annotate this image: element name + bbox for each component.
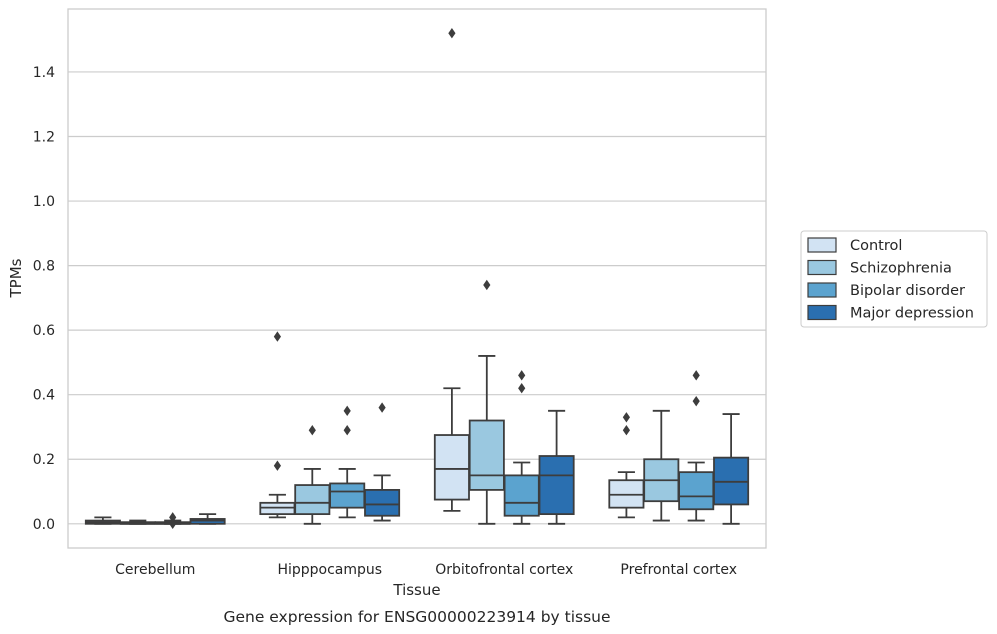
- legend-swatch: [807, 282, 837, 298]
- box: [503, 370, 540, 525]
- x-tick-label: Hipppocampus: [277, 562, 382, 578]
- figure-caption: Gene expression for ENSG00000223914 by t…: [223, 608, 610, 626]
- x-tick-labels: Cerebellum Hipppocampus Orbitofrontal cort…: [115, 562, 737, 578]
- legend: Control Schizophrenia Bipolar disorder Majo…: [800, 230, 988, 328]
- outlier-point: [169, 512, 177, 523]
- outlier-point: [622, 412, 630, 423]
- y-tick-labels: 0.0 0.2 0.4 0.6 0.8 1.0 1.2 1.4: [33, 65, 55, 533]
- box-body: [538, 455, 575, 516]
- outlier-point: [308, 424, 316, 436]
- y-axis-label: TPMs: [7, 258, 25, 298]
- plot-frame: [67, 8, 767, 549]
- legend-label: Control: [850, 238, 902, 254]
- box-body: [468, 419, 505, 491]
- x-tick-label: Prefrontal cortex: [620, 562, 737, 578]
- legend-label: Major depression: [850, 306, 974, 322]
- box-body: [364, 489, 401, 517]
- outlier-point: [273, 460, 281, 471]
- outlier-point: [448, 28, 456, 39]
- y-tick-label: 0.8: [33, 259, 55, 275]
- box: [713, 413, 750, 525]
- y-tick-label: 1.0: [33, 194, 55, 210]
- box-body: [503, 474, 540, 517]
- y-tick-label: 0.0: [33, 517, 55, 533]
- legend-label: Schizophrenia: [850, 261, 952, 277]
- box-body: [678, 471, 715, 511]
- outlier-point: [622, 424, 630, 436]
- box: [329, 405, 366, 519]
- legend-swatch: [807, 237, 837, 253]
- box: [154, 512, 191, 529]
- outlier-point: [692, 370, 700, 381]
- box: [259, 331, 296, 519]
- x-tick-label: Orbitofrontal cortex: [435, 562, 573, 578]
- box: [84, 516, 121, 525]
- legend-swatch: [807, 304, 837, 321]
- legend-swatch: [807, 259, 837, 276]
- gridlines: [68, 71, 766, 525]
- y-tick-label: 0.6: [33, 323, 55, 339]
- y-tick-label: 0.4: [33, 388, 55, 404]
- series-schizophrenia: [119, 279, 680, 525]
- box-groups: [84, 28, 750, 529]
- y-tick-label: 1.4: [33, 65, 55, 81]
- legend-frame: [800, 230, 988, 328]
- outlier-point: [518, 383, 526, 394]
- outlier-point: [483, 279, 491, 291]
- outlier-point: [343, 424, 351, 436]
- box: [294, 424, 331, 525]
- outlier-point: [518, 370, 526, 381]
- box: [364, 402, 401, 522]
- y-tick-label: 1.2: [33, 129, 55, 145]
- series-control: [84, 28, 645, 525]
- box-body: [329, 482, 366, 509]
- box: [468, 279, 505, 525]
- outlier-point: [169, 518, 177, 529]
- outlier-point: [343, 405, 351, 417]
- box: [643, 409, 680, 522]
- outlier-point: [273, 331, 281, 342]
- box: [119, 519, 156, 525]
- legend-label: Bipolar disorder: [850, 283, 965, 299]
- box: [608, 412, 645, 519]
- outlier-point: [692, 395, 700, 407]
- box: [538, 409, 575, 525]
- outlier-point: [378, 402, 386, 413]
- series-major-depression: [189, 402, 750, 525]
- x-tick-label: Cerebellum: [115, 562, 195, 578]
- y-tick-label: 0.2: [33, 452, 55, 468]
- box-body: [433, 434, 470, 501]
- box: [433, 28, 470, 512]
- box-body: [294, 484, 331, 516]
- x-axis-label: Tissue: [392, 581, 440, 599]
- series-bipolar-disorder: [154, 370, 715, 529]
- box: [678, 370, 715, 522]
- box: [189, 513, 226, 525]
